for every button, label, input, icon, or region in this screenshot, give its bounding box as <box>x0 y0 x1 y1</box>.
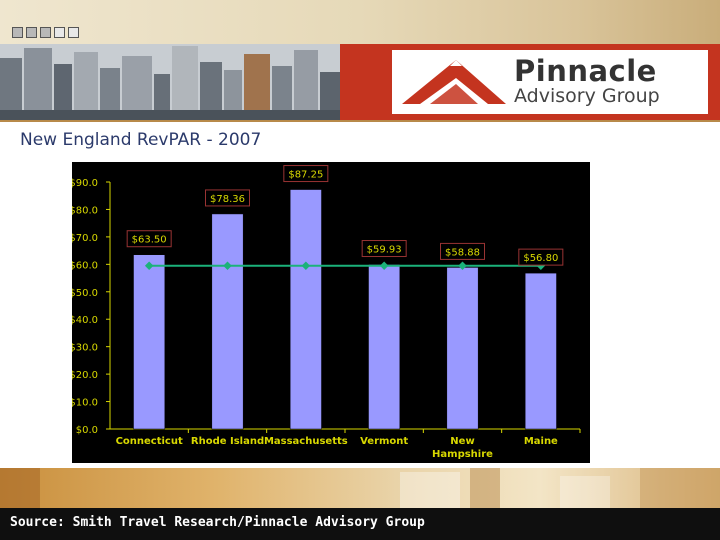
bar-massachusetts <box>289 189 322 430</box>
square-icon <box>26 27 37 38</box>
bar-new-hampshire <box>446 267 479 430</box>
square-icon <box>54 27 65 38</box>
data-label-box <box>361 240 407 258</box>
y-tick-label: $40.0 <box>72 315 98 326</box>
company-logo: Pinnacle Advisory Group <box>392 50 708 114</box>
mountain-logo-icon <box>402 60 506 104</box>
x-category-label: Rhode Island <box>191 436 264 447</box>
y-tick-label: $70.0 <box>72 233 98 244</box>
bar-rhode-island <box>211 213 244 430</box>
average-line-marker <box>379 261 389 270</box>
data-label: $87.25 <box>288 170 323 181</box>
footer-image <box>0 468 720 508</box>
banner-top-strip <box>0 0 720 46</box>
data-label-box <box>126 230 172 248</box>
footer-building-image <box>0 468 720 508</box>
data-label: $59.93 <box>367 245 402 256</box>
y-tick-label: $60.0 <box>72 260 98 271</box>
city-skyline-image <box>0 44 340 120</box>
data-label: $63.50 <box>132 235 167 246</box>
y-tick-label: $30.0 <box>72 343 98 354</box>
y-tick-label: $20.0 <box>72 370 98 381</box>
square-icon <box>68 27 79 38</box>
x-category-label: New <box>450 436 474 447</box>
data-label-box <box>283 165 329 183</box>
average-line-marker <box>458 261 467 270</box>
source-note: Source: Smith Travel Research/Pinnacle A… <box>10 515 425 530</box>
data-label-box <box>518 248 564 266</box>
x-category-label: Hampshire <box>432 449 493 460</box>
window-squares <box>12 27 79 38</box>
logo-subtitle: Advisory Group <box>514 85 660 107</box>
square-icon <box>12 27 23 38</box>
chart-canvas: $0.0 $10.0 $20.0 $30.0 $40.0 $50.0 $60.0 $70.0 $… <box>72 165 581 460</box>
revpar-chart: $0.0 $10.0 $20.0 $30.0 $40.0 $50.0 $60.0 $70.0 $… <box>72 162 590 463</box>
title-divider <box>0 120 720 122</box>
y-tick-label: $80.0 <box>72 205 98 216</box>
average-line-marker <box>144 261 154 270</box>
bar-vermont <box>368 264 401 430</box>
x-category-label: Maine <box>524 436 558 447</box>
y-tick-label: $90.0 <box>72 178 98 189</box>
y-tick-label: $10.0 <box>72 398 98 409</box>
x-category-label: Connecticut <box>116 436 183 447</box>
data-label-box <box>205 189 250 207</box>
header-banner: Pinnacle Advisory Group <box>0 0 720 120</box>
data-label: $58.88 <box>445 247 480 258</box>
logo-name: Pinnacle <box>514 54 657 88</box>
x-category-label: Massachusetts <box>264 436 348 447</box>
x-category-label: Vermont <box>360 436 408 447</box>
data-label: $56.80 <box>523 253 558 264</box>
bar-connecticut <box>133 254 166 430</box>
data-label-box <box>440 242 485 260</box>
y-tick-label: $50.0 <box>72 288 98 299</box>
page-title: New England RevPAR - 2007 <box>20 130 262 150</box>
footer-bar: Source: Smith Travel Research/Pinnacle A… <box>0 508 720 540</box>
y-tick-label: $0.0 <box>76 425 98 436</box>
data-label: $78.36 <box>210 194 245 205</box>
square-icon <box>40 27 51 38</box>
bar-maine <box>524 272 557 430</box>
